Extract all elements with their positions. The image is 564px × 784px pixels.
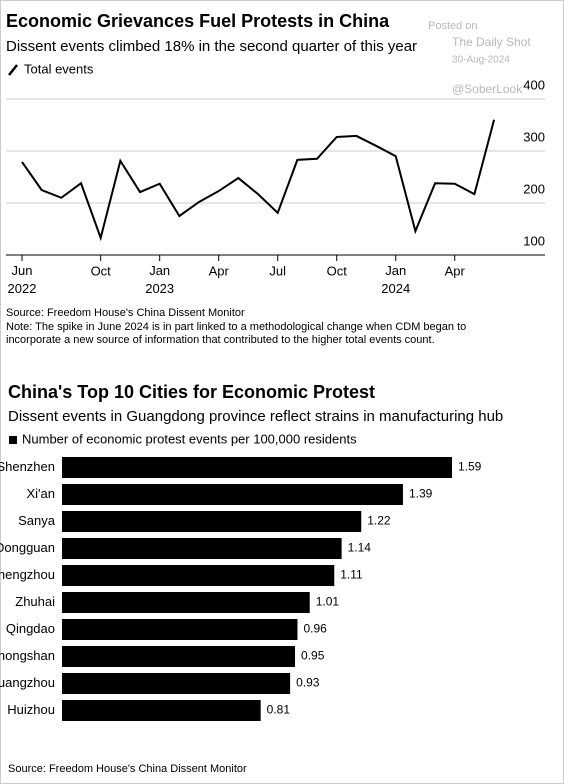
x-tick-label: Apr bbox=[209, 263, 230, 278]
watermark: @SoberLook bbox=[452, 82, 523, 96]
value-label: 1.14 bbox=[348, 541, 372, 555]
chart-subtitle: Dissent events in Guangdong province ref… bbox=[8, 408, 503, 425]
y-tick-label: Qingdao bbox=[6, 621, 55, 636]
value-label: 1.01 bbox=[316, 595, 340, 609]
x-tick-label: Apr bbox=[445, 263, 466, 278]
bar bbox=[62, 646, 296, 667]
bar bbox=[62, 700, 261, 721]
y-tick-label: Zhengzhou bbox=[0, 567, 55, 582]
line bbox=[21, 119, 496, 242]
y-tick-label: 200 bbox=[523, 181, 545, 196]
value-label: 1.59 bbox=[458, 460, 482, 474]
x-tick-label: Jun 2022 bbox=[8, 263, 37, 296]
watermark: The Daily Shot bbox=[452, 35, 531, 49]
legend-label: Total events bbox=[24, 61, 94, 76]
x-tick-label: Jul bbox=[269, 263, 286, 278]
value-label: 1.22 bbox=[367, 514, 391, 528]
y-tick-label: Sanya bbox=[18, 513, 56, 528]
y-tick-label: Huizhou bbox=[7, 702, 55, 717]
chart-title: China's Top 10 Cities for Economic Prote… bbox=[8, 382, 375, 402]
source: Source: Freedom House's China Dissent Mo… bbox=[6, 307, 245, 319]
bar bbox=[62, 457, 452, 478]
watermark: 30-Aug-2024 bbox=[452, 55, 510, 66]
chart-title: Economic Grievances Fuel Protests in Chi… bbox=[6, 11, 390, 31]
source: Source: Freedom House's China Dissent Mo… bbox=[8, 763, 247, 775]
y-tick-label: Zhuhai bbox=[15, 594, 55, 609]
bar bbox=[62, 673, 291, 694]
y-tick-label: Guangzhou bbox=[0, 675, 55, 690]
bar bbox=[62, 538, 342, 559]
bar bbox=[62, 511, 362, 532]
note: Note: The spike in June 2024 is in part … bbox=[6, 321, 466, 333]
legend-swatch bbox=[9, 436, 17, 444]
x-tick-label: Jan 2023 bbox=[145, 263, 174, 296]
value-label: 0.81 bbox=[267, 703, 291, 717]
y-tick-label: 100 bbox=[523, 233, 545, 248]
value-label: 1.11 bbox=[340, 568, 363, 582]
value-label: 0.96 bbox=[303, 622, 327, 636]
y-tick-label: Dongguan bbox=[0, 540, 55, 555]
y-tick-label: 400 bbox=[523, 77, 545, 92]
y-tick-label: Shenzhen bbox=[0, 459, 55, 474]
legend-label: Number of economic protest events per 10… bbox=[22, 431, 357, 446]
bar bbox=[62, 565, 335, 586]
y-tick-label: 300 bbox=[523, 129, 545, 144]
value-label: 1.39 bbox=[409, 487, 433, 501]
x-tick-label: Oct bbox=[327, 263, 348, 278]
legend-swatch bbox=[8, 64, 18, 76]
bar bbox=[62, 619, 298, 640]
note: incorporate a new source of information … bbox=[6, 334, 435, 346]
watermark: Posted on bbox=[428, 20, 478, 32]
bar bbox=[62, 592, 310, 613]
chart-subtitle: Dissent events climbed 18% in the second… bbox=[6, 38, 417, 55]
bar bbox=[62, 484, 403, 505]
x-tick-label: Jan 2024 bbox=[381, 263, 410, 296]
value-label: 0.95 bbox=[301, 649, 325, 663]
value-label: 0.93 bbox=[296, 676, 320, 690]
y-tick-label: Zhongshan bbox=[0, 648, 55, 663]
x-tick-label: Oct bbox=[91, 263, 112, 278]
y-tick-label: Xi'an bbox=[26, 486, 55, 501]
